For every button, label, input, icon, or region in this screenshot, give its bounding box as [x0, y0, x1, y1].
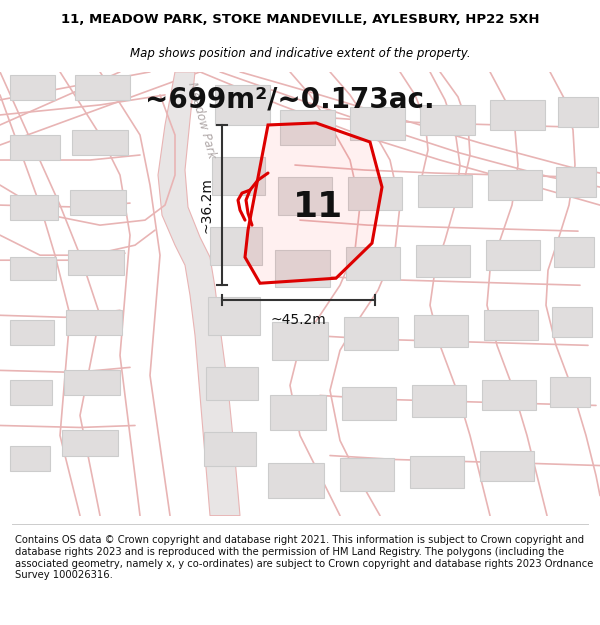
Polygon shape: [210, 227, 262, 265]
Polygon shape: [480, 451, 534, 481]
Polygon shape: [486, 240, 540, 270]
Polygon shape: [10, 195, 58, 220]
Polygon shape: [340, 458, 394, 491]
Polygon shape: [342, 388, 396, 421]
Polygon shape: [554, 237, 594, 268]
Text: ~699m²/~0.173ac.: ~699m²/~0.173ac.: [145, 86, 435, 114]
Polygon shape: [488, 170, 542, 200]
Polygon shape: [420, 105, 475, 135]
Polygon shape: [10, 75, 55, 100]
Text: Meadow Park: Meadow Park: [185, 80, 218, 159]
Polygon shape: [414, 315, 468, 348]
Polygon shape: [550, 378, 590, 408]
Polygon shape: [410, 456, 464, 488]
Text: 11: 11: [293, 190, 343, 224]
Polygon shape: [278, 177, 332, 215]
Polygon shape: [346, 247, 400, 280]
Polygon shape: [208, 298, 260, 336]
Polygon shape: [204, 432, 256, 466]
Polygon shape: [552, 308, 592, 338]
Polygon shape: [556, 167, 596, 197]
Polygon shape: [270, 396, 326, 431]
Polygon shape: [418, 175, 472, 207]
Polygon shape: [62, 431, 118, 456]
Polygon shape: [412, 386, 466, 418]
Polygon shape: [344, 318, 398, 351]
Polygon shape: [10, 446, 50, 471]
Polygon shape: [70, 190, 126, 215]
Polygon shape: [490, 100, 545, 130]
Polygon shape: [484, 310, 538, 341]
Polygon shape: [10, 381, 52, 406]
Polygon shape: [482, 381, 536, 411]
Polygon shape: [268, 462, 324, 498]
Polygon shape: [10, 135, 60, 160]
Polygon shape: [272, 322, 328, 361]
Text: ~45.2m: ~45.2m: [271, 313, 326, 328]
Text: 11, MEADOW PARK, STOKE MANDEVILLE, AYLESBURY, HP22 5XH: 11, MEADOW PARK, STOKE MANDEVILLE, AYLES…: [61, 13, 539, 26]
Polygon shape: [245, 123, 382, 283]
Polygon shape: [416, 245, 470, 278]
Polygon shape: [10, 258, 56, 280]
Polygon shape: [348, 177, 402, 210]
Polygon shape: [350, 107, 405, 140]
Polygon shape: [64, 371, 120, 396]
Polygon shape: [158, 72, 240, 516]
Polygon shape: [68, 250, 124, 275]
Polygon shape: [212, 157, 265, 195]
Text: Map shows position and indicative extent of the property.: Map shows position and indicative extent…: [130, 48, 470, 61]
Text: Contains OS data © Crown copyright and database right 2021. This information is : Contains OS data © Crown copyright and d…: [15, 535, 593, 580]
Text: ~36.2m: ~36.2m: [199, 177, 213, 233]
Polygon shape: [206, 368, 258, 401]
Polygon shape: [75, 75, 130, 100]
Polygon shape: [215, 85, 270, 125]
Polygon shape: [72, 130, 128, 155]
Polygon shape: [275, 250, 330, 288]
Polygon shape: [558, 97, 598, 127]
Polygon shape: [280, 110, 335, 145]
Polygon shape: [10, 320, 54, 346]
Polygon shape: [66, 310, 122, 336]
